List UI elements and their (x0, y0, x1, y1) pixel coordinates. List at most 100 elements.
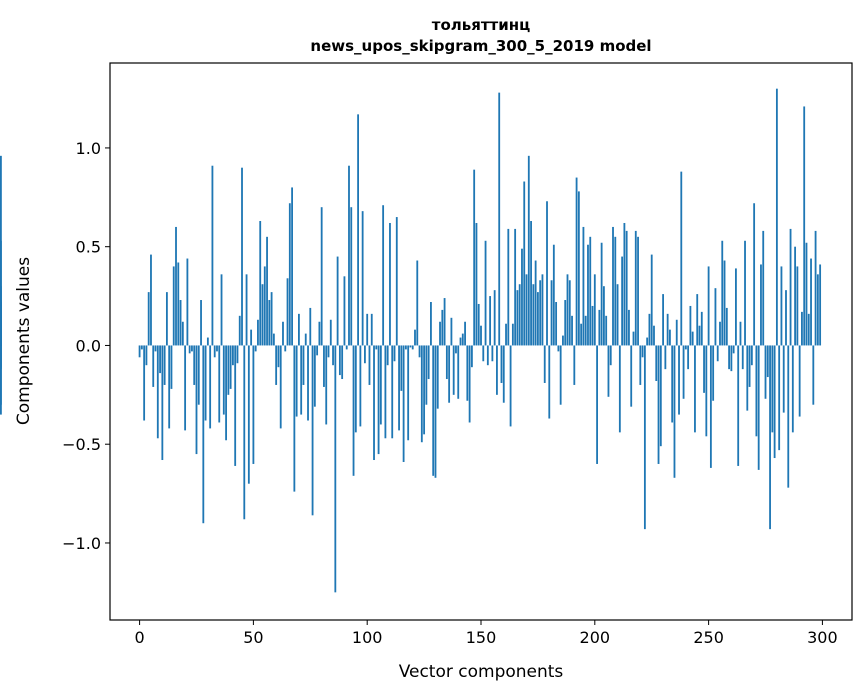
bar-288 (794, 246, 797, 346)
bar-53 (259, 221, 262, 346)
bar-236 (675, 319, 678, 346)
bar-14 (170, 345, 173, 389)
bar-28 (202, 345, 205, 524)
bar-47 (245, 274, 248, 346)
bar-148 (475, 222, 478, 346)
bar-66 (288, 203, 291, 346)
bar-221 (641, 345, 644, 358)
bar-96 (357, 114, 359, 346)
bar-154 (489, 296, 492, 346)
bar-141 (459, 337, 462, 346)
bar-192 (575, 177, 578, 346)
bar-80 (320, 207, 323, 346)
bar-undefined (0, 155, 2, 346)
bar-267 (746, 345, 749, 411)
bar-199 (591, 305, 594, 346)
bar-275 (764, 345, 767, 399)
bar-13 (168, 345, 171, 429)
bar-73 (304, 333, 307, 346)
bar-176 (539, 280, 542, 346)
bar-184 (557, 345, 560, 352)
bar-217 (632, 331, 635, 346)
bar-223 (646, 337, 649, 346)
bar-113 (395, 217, 398, 346)
bar-119 (409, 345, 412, 348)
bar-5 (150, 254, 152, 346)
bar-174 (534, 260, 537, 346)
bar-12 (165, 292, 168, 346)
bar-230 (662, 294, 664, 346)
bar-238 (680, 171, 683, 346)
bar-231 (664, 345, 667, 370)
bar-196 (584, 315, 587, 346)
bar-297 (814, 230, 817, 346)
bar-158 (498, 92, 501, 346)
bar-116 (402, 345, 405, 462)
bar-69 (295, 345, 298, 417)
bar-279 (773, 345, 776, 459)
bar-128 (430, 302, 432, 346)
bar-179 (546, 201, 548, 346)
y-tick-label: −1.0 (62, 534, 101, 553)
bar-182 (552, 244, 555, 346)
bar-191 (573, 345, 576, 385)
bar-180 (548, 345, 551, 419)
x-tick-label: 0 (134, 628, 144, 647)
bar-111 (391, 345, 394, 439)
bar-251 (709, 345, 712, 468)
bar-254 (716, 345, 719, 362)
bar-186 (562, 335, 564, 346)
bar-281 (778, 345, 781, 451)
bar-213 (623, 222, 626, 346)
bar-33 (213, 345, 216, 358)
bar-161 (505, 323, 507, 346)
bar-83 (327, 345, 330, 358)
bar-256 (721, 240, 724, 346)
bar-232 (666, 313, 669, 346)
bar-10 (161, 345, 164, 461)
bar-290 (798, 345, 801, 417)
bar-239 (682, 345, 685, 399)
bar-209 (614, 236, 617, 346)
bar-106 (379, 345, 382, 425)
bar-226 (653, 325, 655, 346)
bar-102 (370, 313, 373, 346)
bar-74 (307, 345, 309, 421)
bar-134 (443, 298, 446, 346)
bar-15 (172, 266, 175, 346)
bar-163 (509, 345, 512, 427)
bar-168 (521, 248, 523, 346)
bar-27 (200, 300, 202, 346)
bar-50 (252, 345, 255, 464)
bar-203 (600, 242, 603, 346)
bar-237 (678, 345, 680, 415)
bar-286 (789, 228, 792, 346)
bar-207 (609, 345, 612, 366)
bar-98 (361, 211, 364, 346)
bar-233 (669, 329, 671, 346)
bar-18 (179, 300, 182, 346)
bar-170 (525, 274, 528, 346)
bar-153 (486, 345, 489, 366)
bar-202 (598, 309, 601, 346)
bar-244 (694, 345, 696, 433)
bar-64 (284, 345, 287, 352)
bar-77 (313, 345, 316, 407)
bar-224 (648, 313, 651, 346)
bar-65 (286, 278, 289, 346)
bar-115 (400, 345, 403, 391)
bar-175 (536, 292, 539, 346)
bar-147 (473, 169, 476, 346)
bar-200 (593, 274, 596, 346)
bar-282 (780, 266, 783, 346)
bar-276 (766, 345, 769, 378)
bar-60 (275, 345, 278, 385)
bar-61 (277, 345, 280, 368)
bar-undefined (0, 345, 2, 415)
bar-264 (739, 321, 742, 346)
bar-216 (630, 345, 633, 407)
bar-23 (191, 345, 193, 352)
bar-0 (138, 345, 141, 358)
y-axis-ticks: −1.0 −0.5 0.0 0.5 1.0 (62, 139, 110, 553)
bar-112 (393, 345, 396, 362)
